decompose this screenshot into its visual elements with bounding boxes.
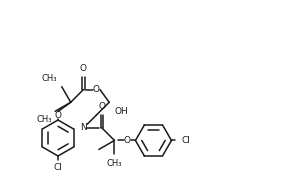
Text: Cl: Cl <box>182 136 190 145</box>
Text: OH: OH <box>115 107 128 116</box>
Text: CH₃: CH₃ <box>37 115 52 124</box>
Text: CH₃: CH₃ <box>41 74 57 83</box>
Text: Cl: Cl <box>54 163 62 172</box>
Text: O: O <box>55 110 62 119</box>
Text: O: O <box>93 85 100 94</box>
Text: O: O <box>98 102 105 111</box>
Text: O: O <box>124 136 131 145</box>
Text: N: N <box>80 123 87 132</box>
Text: CH₃: CH₃ <box>107 159 122 169</box>
Text: O: O <box>80 64 87 73</box>
